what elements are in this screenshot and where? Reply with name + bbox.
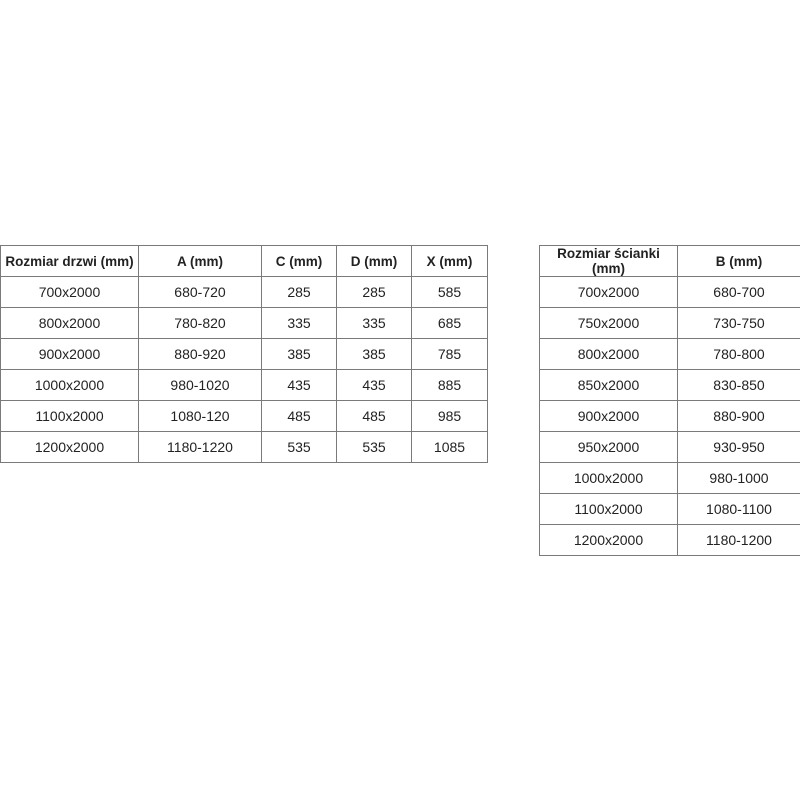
table-cell: 685 — [411, 307, 488, 339]
header-row: Rozmiar ścianki (mm) B (mm) — [539, 245, 800, 277]
table-cell: 880-900 — [677, 400, 800, 432]
table-row: 1200x2000 1180-1220 535 535 1085 — [0, 431, 488, 463]
table-cell: 385 — [336, 338, 412, 370]
column-header: Rozmiar drzwi (mm) — [0, 245, 139, 277]
table-cell: 780-800 — [677, 338, 800, 370]
table-cell: 985 — [411, 400, 488, 432]
table-row: 900x2000 880-920 385 385 785 — [0, 338, 488, 370]
table-row: 950x2000 930-950 — [539, 431, 800, 463]
table-cell: 1000x2000 — [539, 462, 678, 494]
table-cell: 850x2000 — [539, 369, 678, 401]
table-row: 800x2000 780-800 — [539, 338, 800, 370]
table-cell: 1080-1100 — [677, 493, 800, 525]
table-cell: 1100x2000 — [0, 400, 139, 432]
table-cell: 285 — [261, 276, 337, 308]
table-cell: 900x2000 — [539, 400, 678, 432]
column-header: Rozmiar ścianki (mm) — [539, 245, 678, 277]
table-cell: 885 — [411, 369, 488, 401]
table-cell: 1200x2000 — [0, 431, 139, 463]
table-cell: 880-920 — [138, 338, 262, 370]
column-header: B (mm) — [677, 245, 800, 277]
table-cell: 335 — [261, 307, 337, 339]
table-cell: 435 — [336, 369, 412, 401]
table-row: 1000x2000 980-1000 — [539, 462, 800, 494]
table-row: 800x2000 780-820 335 335 685 — [0, 307, 488, 339]
table-row: 750x2000 730-750 — [539, 307, 800, 339]
table-cell: 435 — [261, 369, 337, 401]
table-cell: 950x2000 — [539, 431, 678, 463]
table-cell: 830-850 — [677, 369, 800, 401]
table-row: 700x2000 680-720 285 285 585 — [0, 276, 488, 308]
table-cell: 535 — [261, 431, 337, 463]
table-cell: 930-950 — [677, 431, 800, 463]
table-row: 1000x2000 980-1020 435 435 885 — [0, 369, 488, 401]
table-cell: 680-720 — [138, 276, 262, 308]
table-cell: 285 — [336, 276, 412, 308]
table-cell: 980-1020 — [138, 369, 262, 401]
column-header: C (mm) — [261, 245, 337, 277]
table-row: 1100x2000 1080-120 485 485 985 — [0, 400, 488, 432]
table-cell: 1200x2000 — [539, 524, 678, 556]
wall-size-table: Rozmiar ścianki (mm) B (mm) 700x2000 680-70… — [539, 245, 800, 556]
table-cell: 980-1000 — [677, 462, 800, 494]
table-cell: 485 — [336, 400, 412, 432]
table-cell: 730-750 — [677, 307, 800, 339]
table-cell: 900x2000 — [0, 338, 139, 370]
table-cell: 1100x2000 — [539, 493, 678, 525]
table-row: 1100x2000 1080-1100 — [539, 493, 800, 525]
table-cell: 1085 — [411, 431, 488, 463]
table-cell: 1080-120 — [138, 400, 262, 432]
table-cell: 1180-1220 — [138, 431, 262, 463]
table-cell: 785 — [411, 338, 488, 370]
table-cell: 335 — [336, 307, 412, 339]
table-row: 850x2000 830-850 — [539, 369, 800, 401]
column-header: A (mm) — [138, 245, 262, 277]
table-row: 700x2000 680-700 — [539, 276, 800, 308]
column-header: X (mm) — [411, 245, 488, 277]
table-row: 1200x2000 1180-1200 — [539, 524, 800, 556]
door-size-table: Rozmiar drzwi (mm) A (mm) C (mm) D (mm) X (m… — [0, 245, 488, 463]
table-cell: 780-820 — [138, 307, 262, 339]
column-header: D (mm) — [336, 245, 412, 277]
header-row: Rozmiar drzwi (mm) A (mm) C (mm) D (mm) X (m… — [0, 245, 488, 277]
table-cell: 700x2000 — [539, 276, 678, 308]
table-cell: 385 — [261, 338, 337, 370]
table-row: 900x2000 880-900 — [539, 400, 800, 432]
table-cell: 800x2000 — [539, 338, 678, 370]
table-cell: 485 — [261, 400, 337, 432]
table-cell: 585 — [411, 276, 488, 308]
table-cell: 680-700 — [677, 276, 800, 308]
table-cell: 535 — [336, 431, 412, 463]
table-cell: 1180-1200 — [677, 524, 800, 556]
table-cell: 800x2000 — [0, 307, 139, 339]
table-cell: 700x2000 — [0, 276, 139, 308]
table-cell: 1000x2000 — [0, 369, 139, 401]
table-cell: 750x2000 — [539, 307, 678, 339]
